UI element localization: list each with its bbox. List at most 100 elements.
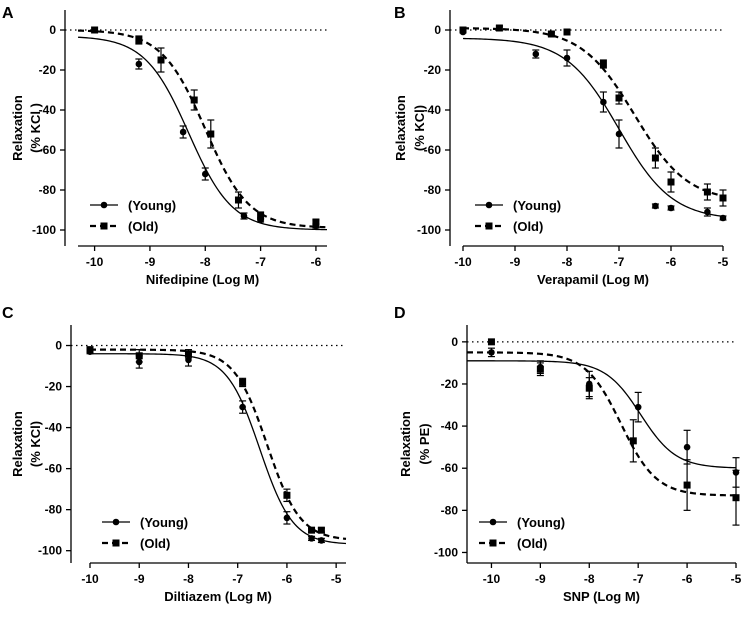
legend-label: (Old) (140, 536, 170, 551)
y-axis-title: Relaxation (10, 411, 25, 477)
x-axis-title: Diltiazem (Log M) (164, 589, 272, 604)
y-tick-label: -80 (39, 183, 57, 197)
y-tick-label: -80 (441, 503, 459, 517)
fit-curve (462, 27, 724, 198)
x-axis-title: Verapamil (Log M) (537, 272, 649, 287)
series-old (466, 338, 740, 526)
x-tick-label: -10 (86, 255, 104, 269)
y-tick-label: 0 (49, 23, 56, 37)
data-point (234, 196, 242, 204)
data-point (652, 202, 659, 210)
x-tick-label: -6 (666, 255, 677, 269)
y-axis-title: Relaxation (398, 411, 413, 477)
data-point (135, 36, 143, 44)
x-tick-label: -9 (145, 255, 156, 269)
series-young (86, 348, 347, 545)
legend: (Young) (Old) (479, 515, 565, 551)
x-tick-label: -6 (311, 255, 322, 269)
x-tick-label: -8 (562, 255, 573, 269)
data-point (308, 535, 315, 542)
x-tick-label: -5 (331, 572, 342, 586)
y-tick-label: -60 (39, 143, 57, 157)
legend-marker (485, 201, 493, 209)
y-axis-unit: (% KCl) (28, 421, 43, 467)
series-young (459, 28, 727, 222)
legend: (Young) (Old) (102, 515, 188, 551)
data-point (732, 494, 740, 502)
y-tick-label: -60 (45, 462, 63, 476)
data-point (703, 188, 711, 196)
data-point (317, 526, 325, 534)
x-tick-label: -8 (200, 255, 211, 269)
panel-letter: B (394, 5, 406, 22)
data-point (487, 338, 495, 346)
data-point (600, 98, 607, 106)
x-tick-label: -10 (483, 572, 501, 586)
legend-item: (Old) (102, 536, 170, 551)
data-point (283, 491, 291, 499)
data-point (157, 56, 165, 64)
y-tick-label: 0 (434, 23, 441, 37)
x-tick-label: -10 (81, 572, 99, 586)
series-young (77, 26, 328, 231)
y-tick-label: -20 (441, 377, 459, 391)
panel-B: B 0 -20 -40 -60 -80 -100 -10 -9 -8 -7 -6 -5 Verapamil… (393, 5, 729, 287)
series-young (467, 347, 740, 488)
legend-item: (Young) (479, 515, 565, 530)
x-tick-label: -5 (731, 572, 742, 586)
x-tick-label: -9 (134, 572, 145, 586)
data-point (86, 346, 94, 354)
data-point (629, 437, 637, 445)
y-tick-label: -40 (441, 419, 459, 433)
legend-label: (Young) (513, 198, 561, 213)
legend: (Young) (Old) (475, 198, 561, 234)
legend-item: (Old) (479, 536, 547, 551)
y-tick-label: -80 (45, 503, 63, 517)
data-point (308, 526, 316, 534)
fit-curve (90, 353, 347, 545)
data-point (91, 26, 99, 34)
y-tick-label: -80 (424, 183, 442, 197)
data-point (536, 365, 544, 373)
data-point (563, 54, 571, 62)
legend-label: (Young) (140, 515, 188, 530)
x-tick-label: -5 (718, 255, 729, 269)
data-point (683, 481, 691, 489)
legend-marker (112, 518, 120, 526)
data-point (532, 50, 540, 58)
panel-A: A 0 -20 -40 -60 -80 -100 -10 -9 -8 -7 -6 Nifedipine … (2, 5, 328, 287)
x-tick-label: -8 (183, 572, 194, 586)
legend-item: (Old) (90, 219, 158, 234)
y-axis-unit: (% KCl ) (28, 103, 43, 153)
y-tick-label: -100 (434, 545, 458, 559)
data-point (179, 128, 187, 136)
fit-curve (89, 348, 347, 540)
panel-D: D 0 -20 -40 -60 -80 -100 -10 -9 -8 -7 -6 -5 SNP (Log … (394, 305, 742, 604)
legend-marker (100, 201, 108, 209)
data-point (239, 378, 247, 386)
series-old (459, 24, 727, 207)
data-point (239, 403, 246, 411)
y-tick-label: -100 (38, 544, 62, 558)
legend-marker (485, 222, 493, 230)
legend-item: (Young) (475, 198, 561, 213)
legend-label: (Young) (517, 515, 565, 530)
data-point (283, 514, 291, 522)
data-point (257, 212, 265, 220)
panel-letter: A (2, 5, 14, 22)
data-point (683, 443, 691, 451)
data-point (312, 218, 320, 226)
panel-C: C 0 -20 -40 -60 -80 -100 -10 -9 -8 -7 -6 -5 Diltiazem… (2, 305, 347, 604)
legend: (Young) (Old) (90, 198, 176, 234)
y-tick-label: -40 (39, 103, 57, 117)
legend-item: (Old) (475, 219, 543, 234)
legend-label: (Old) (517, 536, 547, 551)
y-tick-label: 0 (55, 339, 62, 353)
x-axis-title: SNP (Log M) (563, 589, 640, 604)
data-point (207, 130, 215, 138)
x-tick-label: -7 (614, 255, 625, 269)
data-point (634, 403, 642, 411)
legend-label: (Old) (128, 219, 158, 234)
x-tick-label: -9 (510, 255, 521, 269)
legend-marker (112, 539, 120, 547)
